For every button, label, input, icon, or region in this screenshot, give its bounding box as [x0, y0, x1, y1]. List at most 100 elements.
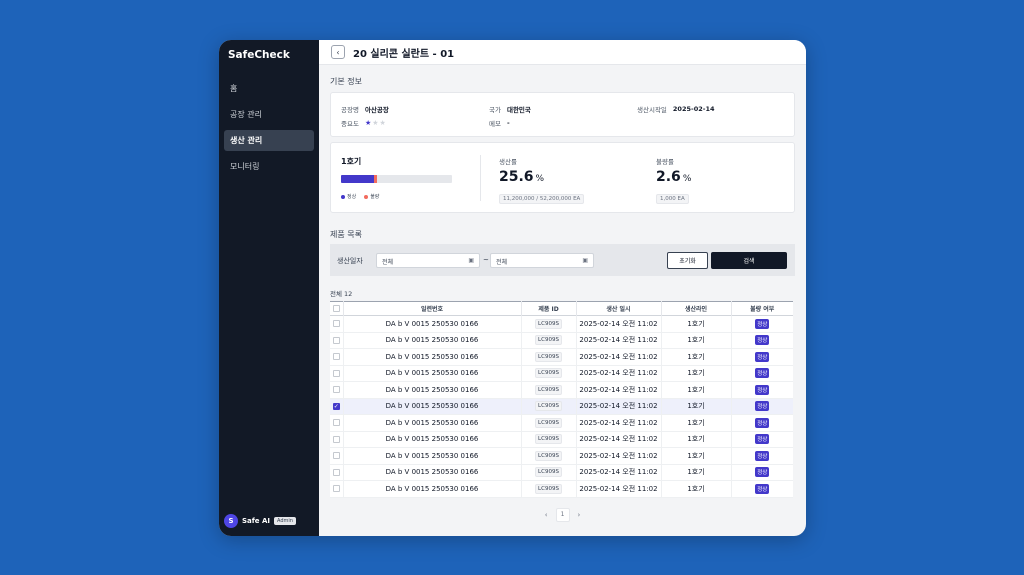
- product-id-cell: LC909S: [521, 348, 577, 366]
- brand-logo: SafeCheck: [228, 49, 290, 61]
- line-cell: 1호기: [661, 414, 732, 432]
- line-cell: 1호기: [661, 480, 732, 498]
- table-row[interactable]: DA b V 0015 250530 0166 LC909S 2025-02-14 …: [330, 480, 793, 498]
- avatar: S: [224, 514, 238, 528]
- production-rate-value: 25.6%: [499, 169, 584, 185]
- line-cell: 1호기: [661, 348, 732, 366]
- sidebar-item-factory[interactable]: 공장 관리: [230, 110, 262, 119]
- product-id-badge: LC909S: [535, 384, 562, 395]
- production-progress-bar: [341, 175, 452, 183]
- country-value: 대한민국: [506, 106, 531, 114]
- row-select-cell: [330, 315, 344, 333]
- back-button[interactable]: ‹: [331, 45, 345, 59]
- product-id-badge: LC909S: [535, 351, 562, 362]
- product-id-badge: LC909S: [535, 368, 562, 379]
- table-row[interactable]: DA b V 0015 250530 0166 LC909S 2025-02-14 …: [330, 431, 793, 448]
- table-row[interactable]: DA b V 0015 250530 0166 LC909S 2025-02-14 …: [330, 315, 793, 333]
- datetime-cell: 2025-02-14 오전 11:02: [576, 480, 662, 498]
- row-checkbox[interactable]: [332, 320, 340, 328]
- serial-cell: DA b V 0015 250530 0166: [343, 365, 522, 382]
- defect-rate: 불량률 2.6% 1,000 EA: [656, 156, 691, 204]
- product-id-cell: LC909S: [521, 480, 577, 498]
- user-profile[interactable]: S Safe AI Admin: [224, 514, 296, 528]
- row-checkbox[interactable]: [332, 336, 340, 344]
- row-checkbox[interactable]: ✓: [332, 402, 340, 410]
- row-select-cell: [330, 365, 344, 382]
- row-checkbox[interactable]: [332, 386, 340, 394]
- sidebar-item-production[interactable]: 생산 관리: [224, 130, 314, 151]
- datetime-cell: 2025-02-14 오전 11:02: [576, 381, 662, 399]
- start-date-value: 2025-02-14: [672, 105, 715, 113]
- table-row[interactable]: DA b V 0015 250530 0166 LC909S 2025-02-14 …: [330, 365, 793, 382]
- memo-info: 메모 -: [489, 118, 510, 128]
- product-id-badge: LC909S: [535, 401, 562, 412]
- reset-button[interactable]: 초기화: [667, 252, 708, 269]
- chevron-right-icon[interactable]: ›: [577, 510, 581, 519]
- row-checkbox[interactable]: [332, 353, 340, 361]
- sidebar-item-monitoring[interactable]: 모니터링: [230, 162, 260, 171]
- status-badge: 정상: [755, 318, 770, 329]
- memo-label: 메모: [489, 120, 501, 128]
- datetime-cell: 2025-02-14 오전 11:02: [576, 414, 662, 432]
- chevron-left-icon[interactable]: ‹: [544, 510, 548, 519]
- defect-cell: 정상: [731, 464, 793, 481]
- date-to-input[interactable]: 전체 ▣: [490, 253, 594, 268]
- role-badge: Admin: [274, 517, 296, 525]
- product-id-badge: LC909S: [535, 483, 562, 494]
- table-row[interactable]: DA b V 0015 250530 0166 LC909S 2025-02-14 …: [330, 447, 793, 465]
- sidebar-item-home[interactable]: 홈: [230, 84, 238, 93]
- table-row[interactable]: DA b V 0015 250530 0166 LC909S 2025-02-14 …: [330, 381, 793, 399]
- production-rate: 생산률 25.6% 11,200,000 / 52,200,000 EA: [499, 156, 585, 204]
- line-name: 1호기: [341, 157, 362, 166]
- start-date-label: 생산시작일: [637, 106, 667, 114]
- product-id-badge: LC909S: [535, 335, 562, 346]
- table-row[interactable]: DA b V 0015 250530 0166 LC909S 2025-02-14 …: [330, 414, 793, 432]
- rate-number: 25.6: [499, 169, 534, 185]
- product-id-cell: LC909S: [521, 381, 577, 399]
- line-cell: 1호기: [661, 365, 732, 382]
- country-info: 국가 대한민국: [489, 104, 531, 114]
- row-checkbox[interactable]: [332, 468, 340, 476]
- page-header: ‹ 20 실리콘 실란트 - 01: [319, 40, 806, 65]
- line-cell: 1호기: [661, 332, 732, 349]
- datetime-cell: 2025-02-14 오전 11:02: [576, 464, 662, 481]
- product-id-cell: LC909S: [521, 464, 577, 481]
- row-checkbox[interactable]: [332, 435, 340, 443]
- legend-normal-label: 정상: [347, 194, 357, 200]
- page-number-1[interactable]: 1: [555, 507, 570, 522]
- line-cell: 1호기: [661, 381, 732, 399]
- dot-icon: [364, 194, 369, 199]
- datetime-cell: 2025-02-14 오전 11:02: [576, 398, 662, 415]
- serial-cell: DA b V 0015 250530 0166: [343, 348, 522, 366]
- row-checkbox[interactable]: [332, 369, 340, 377]
- table-row[interactable]: ✓ DA b V 0015 250530 0166 LC909S 2025-02-14…: [330, 398, 793, 415]
- user-name: Safe AI: [242, 517, 271, 525]
- factory-label: 공장명: [341, 106, 359, 114]
- product-id-badge: LC909S: [535, 467, 562, 478]
- select-all-checkbox[interactable]: [332, 305, 340, 312]
- memo-value: -: [506, 119, 510, 127]
- status-badge: 정상: [755, 417, 770, 428]
- row-checkbox[interactable]: [332, 452, 340, 460]
- table-row[interactable]: DA b V 0015 250530 0166 LC909S 2025-02-14 …: [330, 332, 793, 349]
- line-cell: 1호기: [661, 315, 732, 333]
- datetime-cell: 2025-02-14 오전 11:02: [576, 315, 662, 333]
- progress-legend: 정상 불량: [341, 193, 379, 200]
- row-checkbox[interactable]: [332, 485, 340, 493]
- line-cell: 1호기: [661, 398, 732, 415]
- datetime-cell: 2025-02-14 오전 11:02: [576, 447, 662, 465]
- search-button[interactable]: 검색: [711, 252, 787, 269]
- defect-cell: 정상: [731, 348, 793, 366]
- chevron-left-icon: ‹: [336, 47, 340, 57]
- line-cell: 1호기: [661, 447, 732, 465]
- table-row[interactable]: DA b V 0015 250530 0166 LC909S 2025-02-14 …: [330, 348, 793, 366]
- pagination: ‹ 1 ›: [330, 507, 795, 522]
- sidebar-nav: 홈 공장 관리 생산 관리 모니터링: [219, 78, 319, 177]
- production-rate-label: 생산률: [499, 158, 517, 166]
- table-row[interactable]: DA b V 0015 250530 0166 LC909S 2025-02-14 …: [330, 464, 793, 481]
- defect-rate-label: 불량률: [656, 158, 674, 166]
- date-from-input[interactable]: 전체 ▣: [376, 253, 480, 268]
- line-cell: 1호기: [661, 464, 732, 481]
- row-checkbox[interactable]: [332, 419, 340, 427]
- serial-cell: DA b V 0015 250530 0166: [343, 464, 522, 481]
